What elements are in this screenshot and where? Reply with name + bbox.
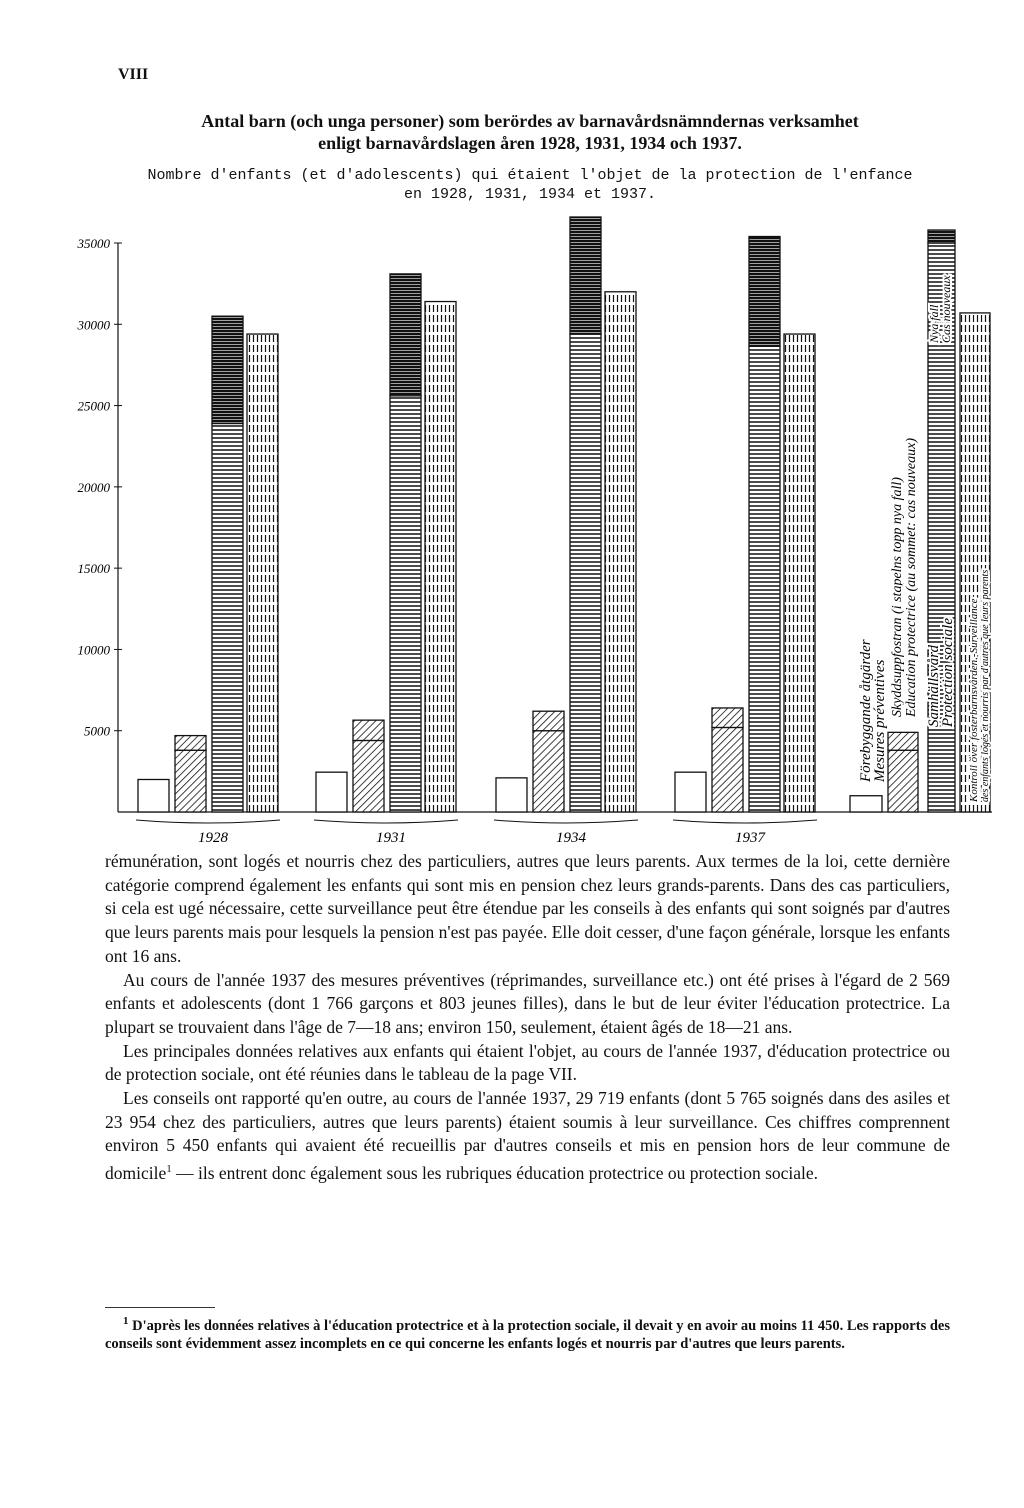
bar [532, 730, 565, 813]
bar [389, 273, 422, 397]
title-fr: Nombre d'enfants (et d'adolescents) qui … [100, 166, 960, 204]
bracket [135, 819, 281, 824]
paragraph: Les principales données relatives aux en… [105, 1040, 950, 1085]
bar [569, 216, 602, 335]
bar [137, 778, 170, 813]
y-tick-label: 15000 [78, 561, 111, 576]
legend-label: Cas nouveaux [939, 275, 953, 343]
legend-swatch [887, 749, 919, 813]
footnote-rule [105, 1307, 215, 1308]
legend-label: Samhällsvård [926, 645, 942, 727]
bar [352, 719, 385, 742]
bar [352, 739, 385, 813]
legend-label: Kontroll över fosterbarnsvården.-Surveil… [968, 598, 980, 803]
bar [748, 235, 781, 347]
y-tick-label: 20000 [78, 480, 111, 495]
legend-label: Mesures préventives [872, 660, 888, 783]
text: — ils entrent donc également sous les ru… [171, 1162, 819, 1183]
bar [174, 734, 207, 751]
footnote-ref: 1 [166, 1163, 172, 1176]
title-line: Antal barn (och unga personer) som berör… [201, 111, 859, 131]
legend-label: Education protectrice (au sommet: cas no… [904, 438, 919, 718]
x-tick-label: 1928 [198, 830, 229, 846]
bar [211, 315, 244, 425]
x-tick-label: 1931 [376, 830, 406, 846]
title-line: Nombre d'enfants (et d'adolescents) qui … [147, 167, 913, 184]
legend-label: Nya fall [927, 304, 941, 344]
y-tick-label: 10000 [78, 642, 111, 657]
bar [569, 333, 602, 813]
legend-label: Förebyggande åtgärder [858, 639, 874, 783]
footnote-marker: 1 [123, 1315, 129, 1327]
paragraph: rémunération, sont logés et nourris chez… [105, 851, 950, 966]
x-tick-label: 1934 [556, 830, 587, 846]
bar [783, 333, 816, 813]
legend-swatch [887, 731, 919, 751]
y-tick-label: 5000 [84, 724, 111, 739]
bracket [493, 819, 639, 824]
bar [389, 395, 422, 813]
bar [748, 345, 781, 813]
bar [211, 422, 244, 813]
y-tick-label: 35000 [77, 236, 111, 251]
bar [495, 777, 528, 813]
y-tick-label: 30000 [77, 317, 111, 332]
paragraph: Les conseils ont rapporté qu'en outre, a… [105, 1087, 950, 1186]
bar [532, 710, 565, 732]
legend-label: Protection sociale [940, 618, 956, 728]
chart: 5000 10000 15000 20000 25000 30000 35000 1928 19… [77, 216, 993, 846]
footnote: 1 D'après les données relatives à l'éduc… [105, 1312, 950, 1353]
bar [674, 771, 707, 813]
legend-label: des enfants logés et nourris par d'autre… [980, 570, 991, 802]
bar [174, 749, 207, 813]
bar [711, 726, 744, 813]
legend-swatch [959, 312, 991, 813]
title-line: enligt barnavårdslagen åren 1928, 1931, … [318, 133, 742, 153]
bar [315, 771, 348, 813]
bar [424, 300, 457, 813]
text: D'après les données relatives à l'éducat… [105, 1317, 950, 1352]
legend-label: Skyddsuppfostran (i stapelns topp nya fa… [890, 477, 905, 717]
body-text: rémunération, sont logés et nourris chez… [105, 850, 950, 1186]
footnote-text: 1 D'après les données relatives à l'éduc… [105, 1312, 950, 1353]
title-sv: Antal barn (och unga personer) som berör… [100, 110, 960, 154]
bar [604, 291, 637, 813]
bar [246, 333, 279, 813]
legend-swatch [849, 795, 883, 813]
y-tick-label: 25000 [78, 399, 111, 414]
legend-swatch [927, 229, 956, 244]
bracket [672, 819, 818, 824]
title-line: en 1928, 1931, 1934 et 1937. [403, 186, 657, 203]
text: Les conseils ont rapporté qu'en outre, a… [105, 1088, 950, 1183]
bracket [313, 819, 459, 824]
bar [711, 707, 744, 729]
page-number: VIII [118, 66, 149, 83]
paragraph: Au cours de l'année 1937 des mesures pré… [105, 969, 950, 1037]
x-tick-label: 1937 [735, 830, 767, 846]
